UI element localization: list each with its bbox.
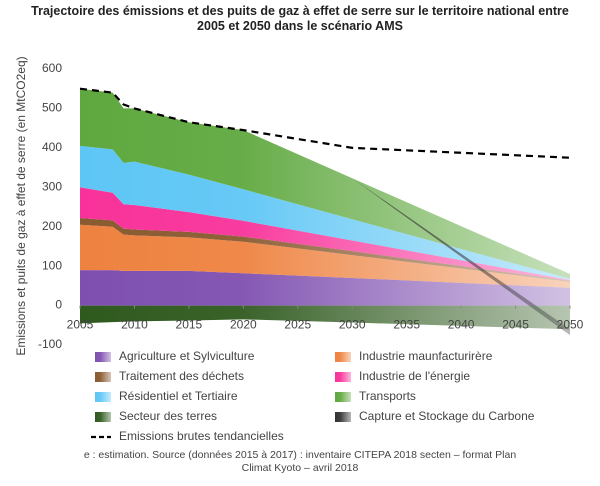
y-tick-label: 400 xyxy=(42,140,62,154)
area xyxy=(80,270,570,306)
legend-swatch xyxy=(335,412,351,422)
legend-swatch xyxy=(335,352,351,362)
y-tick-label: 600 xyxy=(42,61,62,75)
chart: Emissions et puits de gaz à effet de ser… xyxy=(14,56,584,443)
x-tick-label: 2045 xyxy=(502,318,529,332)
legend-label: Capture et Stockage du Carbone xyxy=(359,409,535,423)
x-tick-label: 2015 xyxy=(176,318,203,332)
legend-swatch xyxy=(95,352,111,362)
x-tick-label: 2050 xyxy=(557,318,584,332)
legend-label: Industrie de l'énergie xyxy=(359,369,470,383)
area xyxy=(80,187,570,281)
legend-label: Résidentiel et Tertiaire xyxy=(119,389,238,403)
area xyxy=(80,224,570,288)
x-tick-label: 2035 xyxy=(393,318,420,332)
x-tick-label: 2025 xyxy=(284,318,311,332)
legend-swatch xyxy=(95,412,111,422)
chart-title: Trajectoire des émissions et des puits d… xyxy=(31,4,569,33)
y-axis-label: Emissions et puits de gaz à effet de ser… xyxy=(14,56,28,355)
y-tick-label: -100 xyxy=(38,337,62,351)
legend-label: Secteur des terres xyxy=(119,409,217,423)
legend-swatch xyxy=(95,372,111,382)
y-tick-label: 300 xyxy=(42,179,62,193)
y-tick-label: 100 xyxy=(42,258,62,272)
x-tick-label: 2040 xyxy=(448,318,475,332)
x-tick-label: 2005 xyxy=(67,318,94,332)
x-tick-label: 2030 xyxy=(339,318,366,332)
plot-area xyxy=(80,88,570,336)
legend-label: Industrie maunfacturirère xyxy=(359,349,493,363)
area xyxy=(80,218,570,282)
legend-label: Agriculture et Sylviculture xyxy=(119,349,255,363)
y-tick-label: 200 xyxy=(42,219,62,233)
x-tick-label: 2020 xyxy=(230,318,257,332)
legend-swatch xyxy=(335,372,351,382)
legend-swatch xyxy=(95,392,111,402)
legend-swatch xyxy=(335,392,351,402)
legend-label: Emissions brutes tendancielles xyxy=(119,429,284,443)
y-tick-label: 500 xyxy=(42,101,62,115)
y-tick-label: 0 xyxy=(55,298,62,312)
area xyxy=(80,305,570,330)
footnote: e : estimation. Source (données 2015 à 2… xyxy=(83,449,517,474)
x-tick-label: 2010 xyxy=(121,318,148,332)
trend-line xyxy=(79,87,571,159)
area xyxy=(80,88,570,279)
legend-label: Transports xyxy=(359,389,416,403)
legend-label: Traitement des déchets xyxy=(119,369,244,383)
